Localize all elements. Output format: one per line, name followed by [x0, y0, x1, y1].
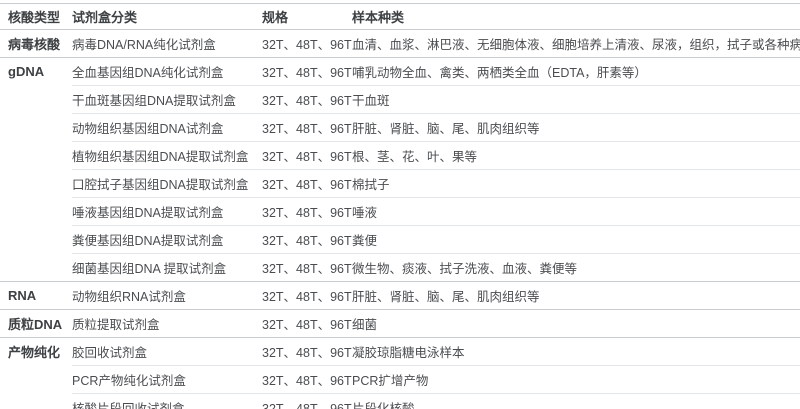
nucleic-acid-type-cell: 病毒核酸 [0, 29, 72, 58]
header-row: 核酸类型 试剂盒分类 规格 样本种类 [0, 4, 800, 30]
table-row: RNA 动物组织RNA试剂盒 32T、48T、96T 肝脏、肾脏、脑、尾、肌肉组… [0, 281, 800, 310]
nucleic-acid-type-cell: RNA [0, 281, 72, 310]
table-row: 粪便基因组DNA提取试剂盒 32T、48T、96T 粪便 [0, 225, 800, 254]
kit-name-cell: 胶回收试剂盒 [72, 337, 262, 366]
nucleic-acid-type-cell [0, 393, 72, 409]
sample-types-cell: 肝脏、肾脏、脑、尾、肌肉组织等 [352, 113, 800, 142]
nucleic-acid-type-cell [0, 366, 72, 394]
table-header: 核酸类型 试剂盒分类 规格 样本种类 [0, 4, 800, 30]
table-body: 病毒核酸 病毒DNA/RNA纯化试剂盒 32T、48T、96T 血清、血浆、淋巴… [0, 29, 800, 409]
spec-cell: 32T、48T、96T [262, 197, 352, 226]
sample-types-cell: 根、茎、花、叶、果等 [352, 141, 800, 170]
kit-name-cell: 病毒DNA/RNA纯化试剂盒 [72, 29, 262, 58]
nucleic-acid-type-cell: 产物纯化 [0, 337, 72, 366]
kit-name-cell: 唾液基因组DNA提取试剂盒 [72, 197, 262, 226]
nucleic-acid-type-cell [0, 198, 72, 226]
spec-cell: 32T、48T、96T [262, 85, 352, 114]
table-row: 动物组织基因组DNA试剂盒 32T、48T、96T 肝脏、肾脏、脑、尾、肌肉组织… [0, 113, 800, 142]
table-row: 干血斑基因组DNA提取试剂盒 32T、48T、96T 干血斑 [0, 85, 800, 114]
spec-cell: 32T、48T、96T [262, 393, 352, 409]
sample-types-cell: 肝脏、肾脏、脑、尾、肌肉组织等 [352, 281, 800, 310]
spec-cell: 32T、48T、96T [262, 141, 352, 170]
kit-name-cell: 质粒提取试剂盒 [72, 309, 262, 338]
table-row: 植物组织基因组DNA提取试剂盒 32T、48T、96T 根、茎、花、叶、果等 [0, 141, 800, 170]
table-row: 口腔拭子基因组DNA提取试剂盒 32T、48T、96T 棉拭子 [0, 169, 800, 198]
spec-cell: 32T、48T、96T [262, 113, 352, 142]
column-header-nucleic-acid-type: 核酸类型 [8, 10, 61, 25]
table-row: 产物纯化 胶回收试剂盒 32T、48T、96T 凝胶琼脂糖电泳样本 [0, 337, 800, 366]
kit-name-cell: 干血斑基因组DNA提取试剂盒 [72, 85, 262, 114]
sample-types-cell: PCR扩增产物 [352, 365, 800, 394]
spec-cell: 32T、48T、96T [262, 225, 352, 254]
nucleic-acid-type-cell: 质粒DNA [0, 309, 72, 338]
nucleic-acid-type-cell [0, 114, 72, 142]
sample-types-cell: 微生物、痰液、拭子洗液、血液、粪便等 [352, 253, 800, 282]
kit-spec-table: 核酸类型 试剂盒分类 规格 样本种类 病毒核酸 病毒DNA/RNA纯化试剂盒 3… [0, 3, 800, 409]
sample-types-cell: 棉拭子 [352, 169, 800, 198]
nucleic-acid-type-cell [0, 254, 72, 282]
sample-types-cell: 血清、血浆、淋巴液、无细胞体液、细胞培养上清液、尿液，组织，拭子或各种病毒保存液 [352, 29, 800, 58]
spec-cell: 32T、48T、96T [262, 281, 352, 310]
sample-types-cell: 哺乳动物全血、禽类、两栖类全血（EDTA，肝素等） [352, 57, 800, 86]
nucleic-acid-type-cell [0, 226, 72, 254]
column-header-kit-category: 试剂盒分类 [72, 10, 138, 25]
nucleic-acid-type-cell [0, 86, 72, 114]
spec-cell: 32T、48T、96T [262, 337, 352, 366]
kit-name-cell: 口腔拭子基因组DNA提取试剂盒 [72, 169, 262, 198]
kit-name-cell: 粪便基因组DNA提取试剂盒 [72, 225, 262, 254]
kit-name-cell: 核酸片段回收试剂盒 [72, 393, 262, 409]
nucleic-acid-type-cell: gDNA [0, 57, 72, 86]
spec-cell: 32T、48T、96T [262, 309, 352, 338]
sample-types-cell: 凝胶琼脂糖电泳样本 [352, 337, 800, 366]
kit-name-cell: 植物组织基因组DNA提取试剂盒 [72, 141, 262, 170]
spec-cell: 32T、48T、96T [262, 57, 352, 86]
table-row: gDNA 全血基因组DNA纯化试剂盒 32T、48T、96T 哺乳动物全血、禽类… [0, 57, 800, 86]
kit-name-cell: 全血基因组DNA纯化试剂盒 [72, 57, 262, 86]
kit-name-cell: 动物组织RNA试剂盒 [72, 281, 262, 310]
table-row: 唾液基因组DNA提取试剂盒 32T、48T、96T 唾液 [0, 197, 800, 226]
column-header-sample-type: 样本种类 [352, 10, 405, 25]
table-row: 核酸片段回收试剂盒 32T、48T、96T 片段化核酸 [0, 393, 800, 409]
sample-types-cell: 片段化核酸 [352, 393, 800, 409]
kit-name-cell: PCR产物纯化试剂盒 [72, 365, 262, 394]
spec-cell: 32T、48T、96T [262, 365, 352, 394]
spec-cell: 32T、48T、96T [262, 29, 352, 58]
spec-cell: 32T、48T、96T [262, 169, 352, 198]
nucleic-acid-type-cell [0, 142, 72, 170]
spec-cell: 32T、48T、96T [262, 253, 352, 282]
sample-types-cell: 细菌 [352, 309, 800, 338]
nucleic-acid-type-cell [0, 170, 72, 198]
table-row: PCR产物纯化试剂盒 32T、48T、96T PCR扩增产物 [0, 365, 800, 394]
kit-name-cell: 细菌基因组DNA 提取试剂盒 [72, 253, 262, 282]
table-row: 病毒核酸 病毒DNA/RNA纯化试剂盒 32T、48T、96T 血清、血浆、淋巴… [0, 29, 800, 58]
table-row: 质粒DNA 质粒提取试剂盒 32T、48T、96T 细菌 [0, 309, 800, 338]
sample-types-cell: 唾液 [352, 197, 800, 226]
sample-types-cell: 干血斑 [352, 85, 800, 114]
sample-types-cell: 粪便 [352, 225, 800, 254]
table-row: 细菌基因组DNA 提取试剂盒 32T、48T、96T 微生物、痰液、拭子洗液、血… [0, 253, 800, 282]
column-header-spec: 规格 [262, 10, 289, 25]
kit-name-cell: 动物组织基因组DNA试剂盒 [72, 113, 262, 142]
